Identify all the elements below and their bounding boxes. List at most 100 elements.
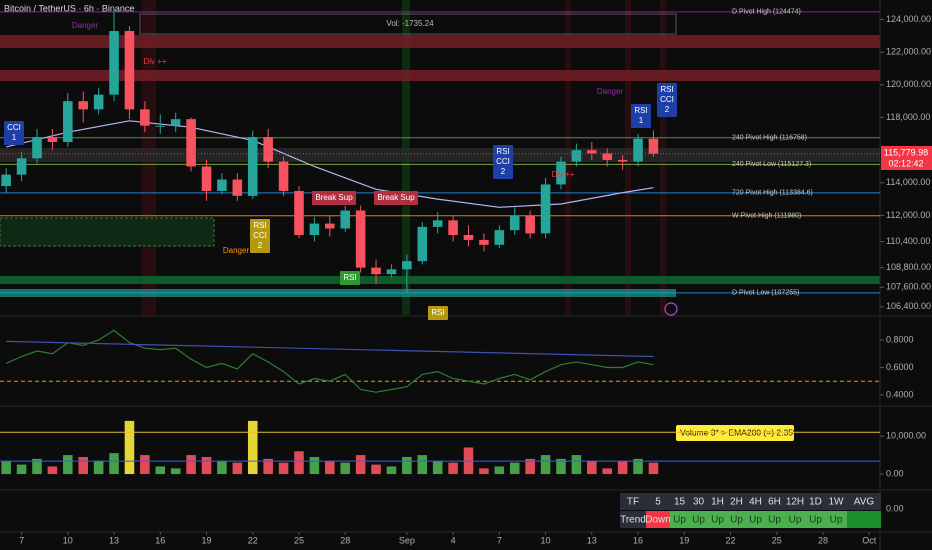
- annotation-text: 2: [665, 105, 670, 114]
- candle-body: [263, 137, 273, 162]
- table-cell-text: Up: [711, 515, 724, 526]
- y-tick-label: 110,400.00: [886, 236, 930, 246]
- pivot-label: W Pivot High (111980): [732, 213, 801, 220]
- candle-body: [648, 138, 659, 154]
- annotation-text: 1: [12, 133, 17, 142]
- candle-body: [432, 220, 443, 227]
- annotation-text: CCI: [496, 157, 510, 166]
- table-header: 1H: [711, 497, 724, 508]
- volume-bar: [448, 462, 458, 475]
- annotation-text: RSI: [660, 85, 673, 94]
- x-tick-label: 7: [497, 535, 502, 545]
- y-tick-label: 106,400.00: [886, 301, 931, 311]
- x-tick-label: Sep: [399, 535, 415, 545]
- annotation-text: Vol: -1735.24: [386, 19, 434, 28]
- volume-bar: [63, 455, 73, 475]
- table-header-cell: [670, 493, 689, 510]
- y-tick-label: 0.8000: [886, 334, 914, 344]
- zone-box: [139, 13, 677, 35]
- volume-bar: [571, 455, 582, 475]
- y-tick-label: 124,000.00: [886, 14, 931, 24]
- table-cell: [847, 511, 881, 528]
- x-tick-label: 7: [19, 535, 24, 545]
- table-cell-text: Trend: [620, 515, 646, 526]
- annotation-text: Break Sup: [315, 193, 353, 202]
- candle-body: [63, 101, 73, 142]
- volume-bar: [278, 462, 289, 475]
- resistance-zone: [0, 70, 880, 81]
- volume-bar: [325, 460, 335, 475]
- annotation-text: Danger: [597, 87, 624, 96]
- x-tick-label: 10: [63, 535, 73, 545]
- volume-bar: [232, 462, 243, 475]
- price-tag-value: 115,779.98: [884, 147, 928, 157]
- candle-body: [417, 226, 428, 262]
- volume-bar: [247, 420, 258, 475]
- x-tick-label: 19: [679, 535, 689, 545]
- volume-bar: [78, 456, 88, 475]
- annotation-badge: [4, 121, 24, 145]
- table-header-cell: [646, 493, 670, 510]
- volume-bar: [371, 464, 381, 475]
- candle-body: [155, 125, 166, 127]
- annotation-text: RSI: [634, 106, 647, 115]
- table-cell-text: Up: [768, 515, 781, 526]
- candle-body: [309, 223, 320, 236]
- volume-bar: [648, 462, 659, 475]
- volume-bar: [294, 451, 304, 475]
- annotation-text: CCI: [660, 95, 674, 104]
- volume-bar: [633, 458, 643, 475]
- candle-body: [617, 159, 628, 162]
- y-tick-label: 107,600.00: [886, 282, 931, 292]
- annotation-text: RSI: [343, 273, 356, 282]
- volume-bar: [525, 458, 535, 475]
- annotation-text: 2: [501, 167, 506, 176]
- table-header: 6H: [768, 497, 781, 508]
- candle-body: [109, 31, 119, 95]
- x-tick-label: Oct: [862, 535, 877, 545]
- annotation-text: RSI: [431, 308, 444, 317]
- candle-body: [247, 137, 258, 196]
- y-tick-label: 112,000.00: [886, 210, 930, 220]
- x-tick-label: 13: [109, 535, 119, 545]
- price-tag: [881, 146, 932, 170]
- volume-bar: [170, 468, 181, 475]
- volume-callout-box: [676, 425, 794, 441]
- y-tick-label: 0.4000: [886, 389, 914, 399]
- candle-body: [340, 210, 350, 229]
- candle-body: [278, 161, 289, 191]
- volume-bar: [494, 466, 505, 475]
- table-cell-text: Up: [673, 515, 686, 526]
- candle-body: [494, 230, 505, 245]
- moving-average: [6, 120, 654, 208]
- candle-body: [509, 215, 520, 231]
- annotation-text: Div ++: [551, 170, 574, 179]
- table-header: 12H: [786, 497, 804, 508]
- y-tick-label: 118,000.00: [886, 112, 930, 122]
- y-tick-label: 0.00: [886, 503, 904, 513]
- candle-body: [78, 101, 88, 110]
- table-header: 1D: [809, 497, 822, 508]
- volume-bar: [47, 466, 58, 475]
- table-cell: [620, 511, 646, 528]
- candle-body: [93, 94, 104, 110]
- annotation-badge: [250, 219, 270, 253]
- candle-body: [124, 31, 135, 110]
- annotation-text: Break Sup: [377, 193, 415, 202]
- candle-body: [448, 220, 458, 236]
- candle-body: [463, 235, 474, 240]
- table-header-cell: [708, 493, 727, 510]
- oscillator-line: [5, 329, 654, 393]
- table-header-cell: [689, 493, 708, 510]
- volume-bar: [617, 460, 628, 475]
- table-cell-text: Up: [830, 515, 843, 526]
- candle-body: [140, 109, 150, 126]
- volume-bar: [124, 420, 135, 475]
- alert-icon[interactable]: [664, 302, 678, 316]
- volume-bar: [140, 455, 150, 475]
- annotation-badge: [631, 104, 651, 128]
- candle-body: [556, 161, 566, 185]
- table-header: AVG: [854, 497, 875, 508]
- annotation-text: 2: [258, 241, 263, 250]
